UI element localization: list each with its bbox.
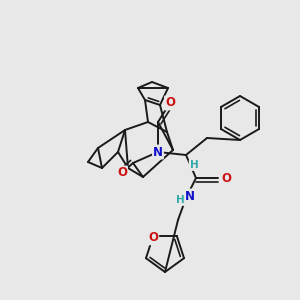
Text: H: H [176, 195, 184, 205]
Text: O: O [165, 97, 175, 110]
Text: H: H [190, 160, 198, 170]
Text: N: N [153, 146, 163, 158]
Text: N: N [185, 190, 195, 202]
Text: O: O [117, 167, 127, 179]
Text: O: O [148, 231, 158, 244]
Text: O: O [221, 172, 231, 184]
